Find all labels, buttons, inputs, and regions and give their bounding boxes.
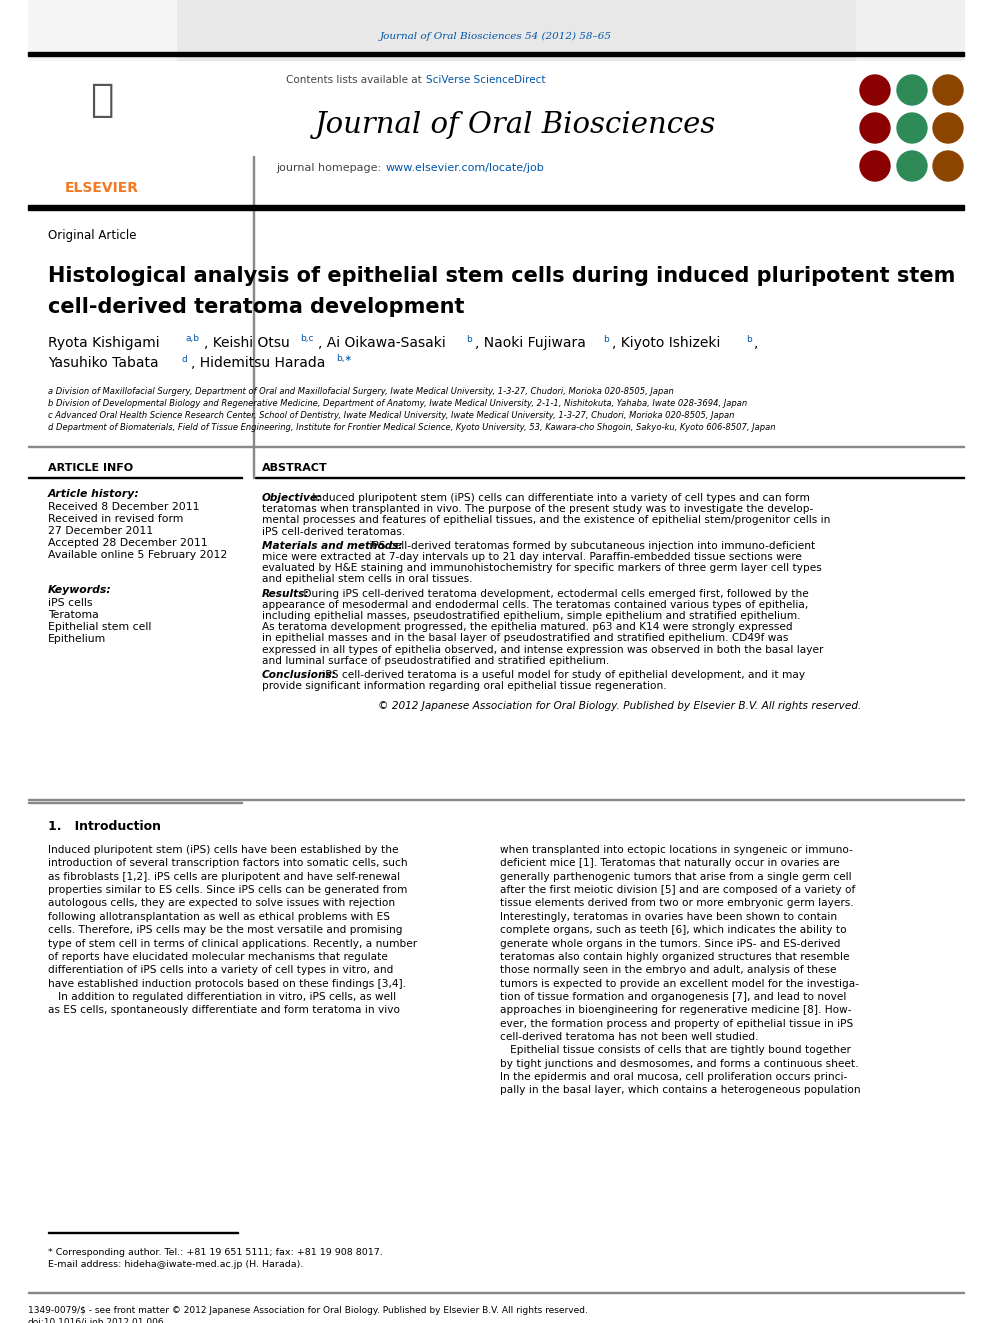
Circle shape [933,151,963,181]
Text: Available online 5 February 2012: Available online 5 February 2012 [48,550,227,560]
Text: iPS cell-derived teratomas formed by subcutaneous injection into immuno-deficien: iPS cell-derived teratomas formed by sub… [366,541,814,550]
Text: iPS cells: iPS cells [48,598,92,609]
Text: Contents lists available at: Contents lists available at [286,75,425,85]
Text: evaluated by H&E staining and immunohistochemistry for specific markers of three: evaluated by H&E staining and immunohist… [262,564,821,573]
Text: a Division of Maxillofacial Surgery, Department of Oral and Maxillofacial Surger: a Division of Maxillofacial Surgery, Dep… [48,388,674,397]
Text: Keywords:: Keywords: [48,585,112,595]
Text: appearance of mesodermal and endodermal cells. The teratomas contained various t: appearance of mesodermal and endodermal … [262,599,808,610]
Text: Epithelium: Epithelium [48,634,106,644]
Text: 🌳: 🌳 [90,81,114,119]
Text: Journal of Oral Biosciences: Journal of Oral Biosciences [315,111,716,139]
Text: Yasuhiko Tabata: Yasuhiko Tabata [48,356,159,370]
Text: b: b [746,335,752,344]
Text: ABSTRACT: ABSTRACT [262,463,327,474]
Text: Original Article: Original Article [48,229,137,242]
Text: and luminal surface of pseudostratified and stratified epithelium.: and luminal surface of pseudostratified … [262,656,609,665]
Text: c Advanced Oral Health Science Research Center, School of Dentistry, Iwate Medic: c Advanced Oral Health Science Research … [48,411,734,421]
Bar [28,52,964,56]
Text: During iPS cell-derived teratoma development, ectodermal cells emerged first, fo: During iPS cell-derived teratoma develop… [300,589,808,598]
Bar [28,0,176,60]
Text: Article history:: Article history: [48,490,140,499]
Text: Conclusions:: Conclusions: [262,669,337,680]
Text: * Corresponding author. Tel.: +81 19 651 5111; fax: +81 19 908 8017.
E-mail addr: * Corresponding author. Tel.: +81 19 651… [48,1248,383,1269]
Text: mental processes and features of epithelial tissues, and the existence of epithe: mental processes and features of epithel… [262,516,830,525]
Text: iPS cell-derived teratomas.: iPS cell-derived teratomas. [262,527,406,537]
Text: © 2012 Japanese Association for Oral Biology. Published by Elsevier B.V. All rig: © 2012 Japanese Association for Oral Bio… [378,701,862,712]
Text: a,b: a,b [186,335,200,344]
Bar [28,205,964,210]
Text: b: b [466,335,472,344]
Circle shape [897,151,927,181]
Text: , Hidemitsu Harada: , Hidemitsu Harada [191,356,325,370]
Bar [175,0,855,60]
Circle shape [860,75,890,105]
Circle shape [897,112,927,143]
Text: Received in revised form: Received in revised form [48,515,184,524]
Text: ,: , [754,336,758,351]
Text: ARTICLE INFO: ARTICLE INFO [48,463,133,474]
Text: Results:: Results: [262,589,310,598]
Circle shape [860,151,890,181]
Text: As teratoma development progressed, the epithelia matured. p63 and K14 were stro: As teratoma development progressed, the … [262,622,793,632]
Text: cell-derived teratoma development: cell-derived teratoma development [48,296,464,318]
Text: 27 December 2011: 27 December 2011 [48,527,153,536]
Text: Objective:: Objective: [262,493,322,503]
Text: ELSEVIER: ELSEVIER [65,181,139,194]
Text: in epithelial masses and in the basal layer of pseudostratified and stratified e: in epithelial masses and in the basal la… [262,634,789,643]
Circle shape [933,75,963,105]
Text: Induced pluripotent stem (iPS) cells can differentiate into a variety of cell ty: Induced pluripotent stem (iPS) cells can… [310,493,810,503]
Text: 1.   Introduction: 1. Introduction [48,819,161,832]
Circle shape [933,112,963,143]
Text: , Kiyoto Ishizeki: , Kiyoto Ishizeki [612,336,720,351]
Text: Ryota Kishigami: Ryota Kishigami [48,336,160,351]
Text: Accepted 28 December 2011: Accepted 28 December 2011 [48,538,207,548]
Text: expressed in all types of epithelia observed, and intense expression was observe: expressed in all types of epithelia obse… [262,644,823,655]
Text: mice were extracted at 7-day intervals up to 21 day interval. Paraffin-embedded : mice were extracted at 7-day intervals u… [262,552,802,562]
Text: Journal of Oral Biosciences 54 (2012) 58–65: Journal of Oral Biosciences 54 (2012) 58… [380,32,612,41]
Text: journal homepage:: journal homepage: [277,163,385,173]
Text: Teratoma: Teratoma [48,610,99,620]
Text: iPS cell-derived teratoma is a useful model for study of epithelial development,: iPS cell-derived teratoma is a useful mo… [318,669,805,680]
Text: provide significant information regarding oral epithelial tissue regeneration.: provide significant information regardin… [262,681,667,691]
Text: , Naoki Fujiwara: , Naoki Fujiwara [475,336,586,351]
Text: , Keishi Otsu: , Keishi Otsu [204,336,290,351]
Circle shape [897,75,927,105]
Text: teratomas when transplanted in vivo. The purpose of the present study was to inv: teratomas when transplanted in vivo. The… [262,504,813,515]
Text: Induced pluripotent stem (iPS) cells have been established by the
introduction o: Induced pluripotent stem (iPS) cells hav… [48,845,417,1015]
Text: SciVerse ScienceDirect: SciVerse ScienceDirect [426,75,546,85]
Text: when transplanted into ectopic locations in syngeneic or immuno-
deficient mice : when transplanted into ectopic locations… [500,845,861,1095]
Text: Histological analysis of epithelial stem cells during induced pluripotent stem: Histological analysis of epithelial stem… [48,266,955,286]
Text: b: b [603,335,609,344]
Text: Materials and methods:: Materials and methods: [262,541,403,550]
Text: d Department of Biomaterials, Field of Tissue Engineering, Institute for Frontie: d Department of Biomaterials, Field of T… [48,423,776,433]
Text: d: d [182,355,187,364]
Text: 1349-0079/$ - see front matter © 2012 Japanese Association for Oral Biology. Pub: 1349-0079/$ - see front matter © 2012 Ja… [28,1306,588,1323]
Text: b,c: b,c [300,335,313,344]
Text: b Division of Developmental Biology and Regenerative Medicine, Department of Ana: b Division of Developmental Biology and … [48,400,747,409]
Text: www.elsevier.com/locate/job: www.elsevier.com/locate/job [386,163,545,173]
Text: , Ai Oikawa-Sasaki: , Ai Oikawa-Sasaki [318,336,445,351]
Text: Received 8 December 2011: Received 8 December 2011 [48,501,199,512]
Text: including epithelial masses, pseudostratified epithelium, simple epithelium and : including epithelial masses, pseudostrat… [262,611,801,620]
Text: b,∗: b,∗ [336,355,352,364]
Text: Epithelial stem cell: Epithelial stem cell [48,622,152,632]
Circle shape [860,112,890,143]
Text: and epithelial stem cells in oral tissues.: and epithelial stem cells in oral tissue… [262,574,472,585]
Bar [856,0,964,60]
